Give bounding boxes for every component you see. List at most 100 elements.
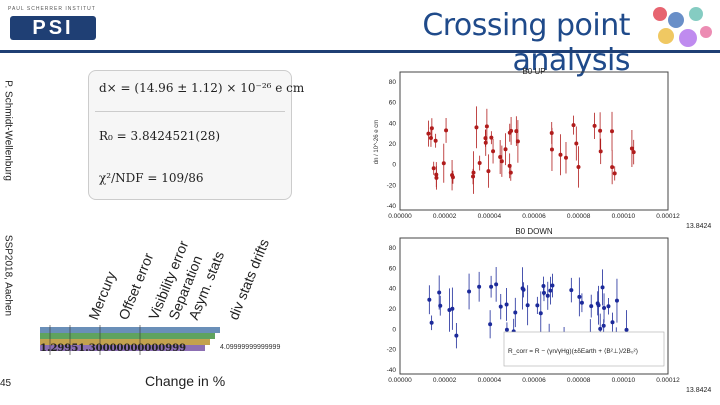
data-point (631, 150, 636, 155)
data-point (426, 131, 431, 136)
data-point (629, 146, 634, 151)
psi-logo-box: PSI (10, 16, 96, 40)
data-point (467, 289, 472, 294)
x-tick-label: 0.00010 (612, 213, 636, 220)
plot-up-title: B0 UP (522, 67, 545, 76)
data-point (550, 283, 555, 288)
data-point (484, 124, 489, 129)
x-tick-label: 0.00010 (612, 377, 636, 384)
psi-logo: PAUL SCHERRER INSTITUT PSI (8, 6, 100, 40)
data-point (450, 173, 455, 178)
data-point (600, 285, 605, 290)
data-point (427, 297, 432, 302)
r0-result: R₀ = 3.8424521(28) (99, 129, 221, 143)
data-point (601, 323, 606, 328)
x-tick-label: 0.00006 (522, 213, 546, 220)
data-point (577, 294, 582, 299)
page-number: 45 (0, 378, 12, 389)
bar-separation (40, 345, 205, 351)
data-point (614, 298, 619, 303)
data-point (598, 149, 603, 154)
label-div-stats-drifts: div stats drifts (225, 236, 273, 322)
plot-down-corner: 13.8424 (686, 387, 711, 394)
plot-up-frame (399, 71, 669, 211)
data-point (521, 287, 526, 292)
plot-up-xticks: 0.00000 0.00002 0.00004 0.00006 0.00008 0.000… (388, 213, 680, 220)
x-tick-label: 0.00004 (478, 377, 502, 384)
y-tick-label: 0 (392, 326, 396, 333)
data-point (499, 159, 504, 164)
data-point (429, 126, 434, 131)
data-point (437, 290, 442, 295)
data-point (491, 149, 496, 154)
y-tick-label: 0 (392, 162, 396, 169)
data-point (504, 327, 509, 332)
bar-mercury (40, 327, 220, 333)
data-point (489, 135, 494, 140)
y-tick-label: 80 (389, 79, 397, 86)
data-point (513, 310, 518, 315)
plot-down-yticks: 80 60 40 20 0 -20 -40 (387, 245, 397, 374)
y-tick-label: 60 (389, 100, 397, 107)
data-point (549, 147, 554, 152)
data-point (606, 304, 611, 309)
data-point (579, 300, 584, 305)
x-tick-label: 0.00008 (567, 377, 591, 384)
x-tick-label: 0.00000 (388, 213, 412, 220)
box-divider (95, 111, 285, 112)
data-point (471, 174, 476, 179)
institute-line: PAUL SCHERRER INSTITUT (8, 6, 96, 12)
data-point (541, 284, 546, 289)
y-tick-label: 80 (389, 245, 397, 252)
plot-down-xticks: 0.00000 0.00002 0.00004 0.00006 0.00008 0.000… (388, 377, 680, 384)
y-tick-label: -20 (387, 347, 397, 354)
x-tick-label: 0.00008 (567, 213, 591, 220)
data-point (489, 284, 494, 289)
label-mercury: Mercury (85, 269, 119, 322)
data-point (498, 155, 503, 160)
data-point (488, 322, 493, 327)
data-point (612, 171, 617, 176)
data-point (474, 125, 479, 130)
x-tick-label: 0.00006 (522, 377, 546, 384)
data-point (477, 284, 482, 289)
error-bar-stack (40, 325, 220, 355)
bar-visibility (40, 339, 210, 345)
y-tick-label: 60 (389, 265, 397, 272)
y-tick-label: 20 (389, 306, 397, 313)
data-point (428, 136, 433, 141)
plot-down-frame (399, 237, 669, 375)
data-point (595, 301, 600, 306)
data-point (503, 147, 508, 152)
author-label: P. Schmidt-Wellenburg (2, 80, 14, 181)
y-tick-label: 20 (389, 141, 397, 148)
data-point (571, 123, 576, 128)
data-point (434, 172, 439, 177)
data-point (558, 152, 563, 157)
data-point (471, 170, 476, 175)
data-point (602, 306, 607, 311)
correction-formula-box (503, 331, 665, 367)
data-point (429, 320, 434, 325)
data-point (574, 141, 579, 146)
y-tick-label: -40 (387, 203, 397, 210)
fit-results-box: d× = (14.96 ± 1.12) × 10⁻²⁶ e cm R₀ = 3.… (88, 70, 304, 200)
data-point (498, 304, 503, 309)
data-point (525, 303, 530, 308)
dx-result: d× = (14.96 ± 1.12) × 10⁻²⁶ e cm (99, 81, 305, 95)
side-bar: P. Schmidt-Wellenburg SSP2018, Aachen (0, 55, 16, 405)
data-point (545, 293, 550, 298)
header-divider (0, 50, 720, 53)
plot-up-ylabel: dn / 10^-26 e cm (374, 120, 380, 165)
y-tick-label: 40 (389, 286, 397, 293)
data-point (504, 302, 509, 307)
data-point (431, 166, 436, 171)
x-tick-label: 0.00000 (388, 377, 412, 384)
conference-label: SSP2018, Aachen (2, 234, 14, 317)
data-point (538, 311, 543, 316)
data-point (433, 138, 438, 143)
x-tick-label: 0.00012 (656, 213, 680, 220)
plot-up-points (426, 106, 636, 194)
data-point (549, 130, 554, 135)
y-tick-label: -20 (387, 182, 397, 189)
